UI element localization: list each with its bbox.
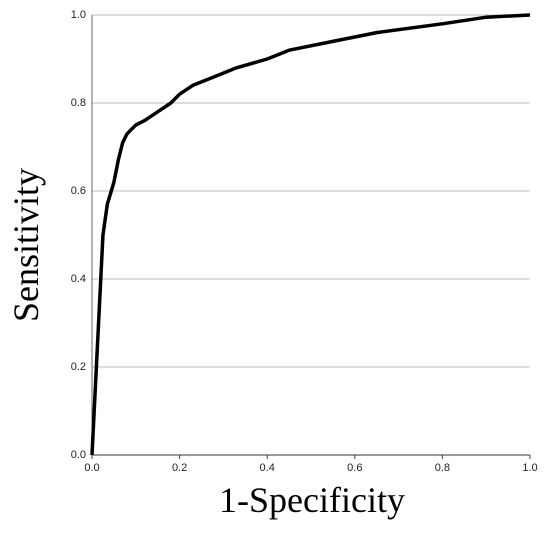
x-tick-label: 0.6: [347, 462, 362, 474]
y-tick-label: 0.8: [71, 97, 86, 109]
y-tick-label: 0.2: [71, 361, 86, 373]
x-axis-title: 1-Specificity: [219, 480, 405, 520]
x-tick-label: 0.4: [260, 462, 275, 474]
y-tick-label: 1.0: [71, 9, 86, 21]
x-tick-label: 0.0: [84, 462, 99, 474]
y-axis-title: Sensitivity: [6, 168, 46, 322]
x-tick-label: 1.0: [522, 462, 537, 474]
roc-curve: [90, 13, 531, 456]
y-tick-label: 0.0: [71, 449, 86, 461]
y-tick-label: 0.4: [71, 273, 86, 285]
x-tick-label: 0.8: [435, 462, 450, 474]
x-tick-label: 0.2: [172, 462, 187, 474]
y-tick-label: 0.6: [71, 185, 86, 197]
